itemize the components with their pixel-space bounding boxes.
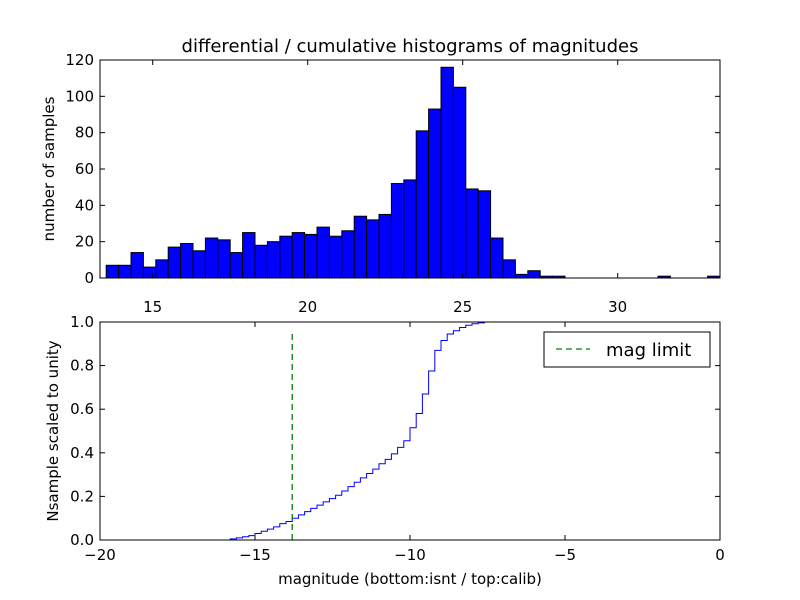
cumulative-x-tick-label: −5 [554,546,576,564]
chart-title: differential / cumulative histograms of … [182,36,639,57]
cumulative-y-tick-label: 0.0 [70,531,94,549]
histogram-bars [105,66,721,279]
histogram-bar [390,183,405,279]
histogram-bar [440,66,454,279]
cumulative-y-tick-label: 0.6 [70,400,94,418]
histogram-bar [304,233,318,279]
cumulative-x-axis-label: magnitude (bottom:isnt / top:calib) [278,570,542,588]
cumulative-axes-frame [99,321,721,541]
histogram-y-tick-label: 0 [84,269,94,287]
cumulative-x-tick-label: −15 [239,546,271,564]
histogram-x-tick-label: 25 [453,298,472,316]
legend: mag limit [543,331,711,368]
cumulative-x-tick-label: −20 [84,546,116,564]
histogram-panel: differential / cumulative histograms of … [40,36,721,316]
histogram-bar [477,190,492,279]
histogram-bar [142,266,157,279]
histogram-bar [266,241,281,279]
histogram-y-tick-label: 60 [75,160,94,178]
histogram-bar [452,86,467,279]
histogram-bar [118,264,132,279]
histogram-bar [291,232,306,279]
histogram-bar [316,226,330,279]
cumulative-panel: 0.0 0.2 0.4 0.6 0.8 1.0 −20 −15 −10 −5 0 mag limi… [44,313,725,588]
histogram-y-axis-label: number of samples [40,96,58,241]
histogram-bar [366,219,380,279]
histogram-bar [204,237,219,279]
histogram-bar [328,235,343,279]
histogram-bar [217,239,231,279]
histogram-x-ticks: 15 20 25 30 [143,60,627,316]
histogram-x-tick-label: 30 [608,298,627,316]
histogram-bar [527,270,541,279]
histogram-bar [155,259,169,279]
histogram-bar [229,252,244,279]
histogram-bar [254,244,268,279]
cumulative-y-ticks: 0.0 0.2 0.4 0.6 0.8 1.0 [70,313,720,549]
histogram-y-tick-label: 100 [65,87,94,105]
cumulative-y-tick-label: 0.2 [70,487,94,505]
histogram-y-ticks: 0 20 40 60 80 100 120 [65,51,720,287]
histogram-bar [130,252,144,279]
histogram-y-tick-label: 80 [75,124,94,142]
histogram-bar [403,179,417,279]
histogram-bar [341,230,355,279]
histogram-bar [105,264,120,279]
histogram-y-tick-label: 40 [75,196,94,214]
cumulative-step-line [100,321,721,541]
histogram-y-tick-label: 120 [65,51,94,69]
histogram-bar [490,237,504,279]
histogram-bar [167,246,182,279]
histogram-bar [378,213,392,279]
cumulative-y-axis-label: Nsample scaled to unity [44,340,62,521]
histogram-y-tick-label: 20 [75,233,94,251]
histogram-x-tick-label: 15 [143,298,162,316]
histogram-bar [353,215,368,279]
histogram-bar [428,108,442,279]
histogram-bar [465,188,479,279]
legend-mag-limit-label: mag limit [606,340,691,361]
cumulative-y-tick-label: 0.4 [70,444,94,462]
histogram-bar [192,250,206,279]
cumulative-x-tick-label: 0 [715,546,725,564]
histogram-bar [279,235,293,279]
histogram-bar [180,242,194,279]
histogram-bar [514,273,529,279]
histogram-bar [415,130,430,279]
histogram-bar [502,259,516,279]
cumulative-y-tick-label: 0.8 [70,357,94,375]
histogram-x-tick-label: 20 [298,298,317,316]
cumulative-x-tick-label: −10 [394,546,426,564]
cumulative-y-tick-label: 1.0 [70,313,94,331]
histogram-bar [242,232,256,279]
